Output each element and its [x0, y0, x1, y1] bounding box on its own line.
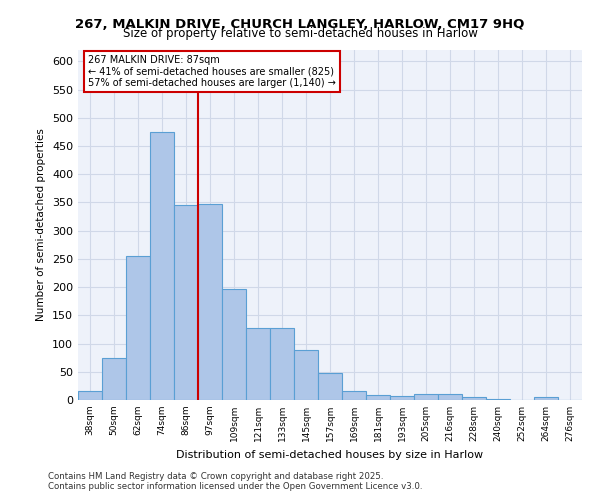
Bar — [198, 204, 222, 400]
Bar — [102, 358, 126, 400]
Bar — [438, 394, 462, 400]
Text: Size of property relative to semi-detached houses in Harlow: Size of property relative to semi-detach… — [122, 28, 478, 40]
Bar — [534, 397, 558, 400]
Bar — [462, 396, 486, 400]
Bar — [270, 328, 294, 400]
Bar — [126, 256, 150, 400]
Bar — [342, 391, 366, 400]
Bar — [174, 205, 198, 400]
X-axis label: Distribution of semi-detached houses by size in Harlow: Distribution of semi-detached houses by … — [176, 450, 484, 460]
Bar — [246, 328, 270, 400]
Bar — [390, 396, 414, 400]
Bar — [414, 394, 438, 400]
Bar — [150, 132, 174, 400]
Bar — [366, 395, 390, 400]
Bar — [294, 350, 318, 400]
Text: Contains HM Land Registry data © Crown copyright and database right 2025.
Contai: Contains HM Land Registry data © Crown c… — [48, 472, 422, 491]
Text: 267, MALKIN DRIVE, CHURCH LANGLEY, HARLOW, CM17 9HQ: 267, MALKIN DRIVE, CHURCH LANGLEY, HARLO… — [76, 18, 524, 30]
Text: 267 MALKIN DRIVE: 87sqm
← 41% of semi-detached houses are smaller (825)
57% of s: 267 MALKIN DRIVE: 87sqm ← 41% of semi-de… — [88, 56, 336, 88]
Bar — [78, 391, 102, 400]
Y-axis label: Number of semi-detached properties: Number of semi-detached properties — [37, 128, 46, 322]
Bar — [222, 289, 246, 400]
Bar — [318, 374, 342, 400]
